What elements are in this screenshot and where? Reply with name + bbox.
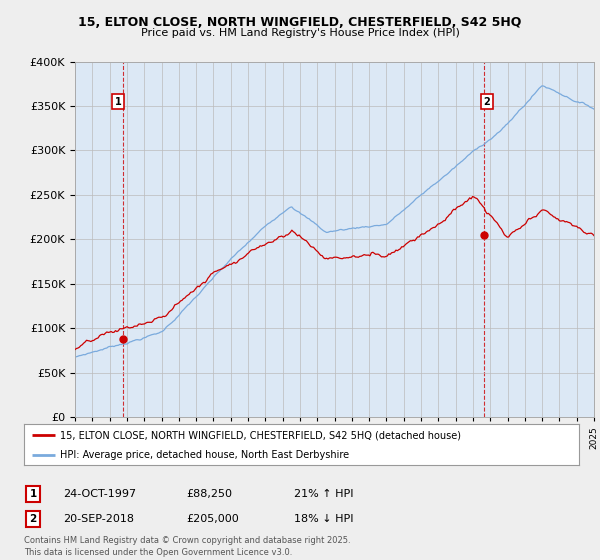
Text: £88,250: £88,250 [186, 489, 232, 499]
Text: Contains HM Land Registry data © Crown copyright and database right 2025.
This d: Contains HM Land Registry data © Crown c… [24, 536, 350, 557]
Text: HPI: Average price, detached house, North East Derbyshire: HPI: Average price, detached house, Nort… [60, 450, 349, 460]
Text: 1: 1 [115, 97, 122, 106]
Text: 21% ↑ HPI: 21% ↑ HPI [294, 489, 353, 499]
Text: 24-OCT-1997: 24-OCT-1997 [63, 489, 136, 499]
Text: 20-SEP-2018: 20-SEP-2018 [63, 514, 134, 524]
Text: 1: 1 [29, 489, 37, 499]
Text: 2: 2 [29, 514, 37, 524]
Text: 18% ↓ HPI: 18% ↓ HPI [294, 514, 353, 524]
Text: 2: 2 [484, 97, 490, 106]
Text: 15, ELTON CLOSE, NORTH WINGFIELD, CHESTERFIELD, S42 5HQ: 15, ELTON CLOSE, NORTH WINGFIELD, CHESTE… [79, 16, 521, 29]
Text: £205,000: £205,000 [186, 514, 239, 524]
Text: Price paid vs. HM Land Registry's House Price Index (HPI): Price paid vs. HM Land Registry's House … [140, 28, 460, 38]
Text: 15, ELTON CLOSE, NORTH WINGFIELD, CHESTERFIELD, S42 5HQ (detached house): 15, ELTON CLOSE, NORTH WINGFIELD, CHESTE… [60, 431, 461, 440]
